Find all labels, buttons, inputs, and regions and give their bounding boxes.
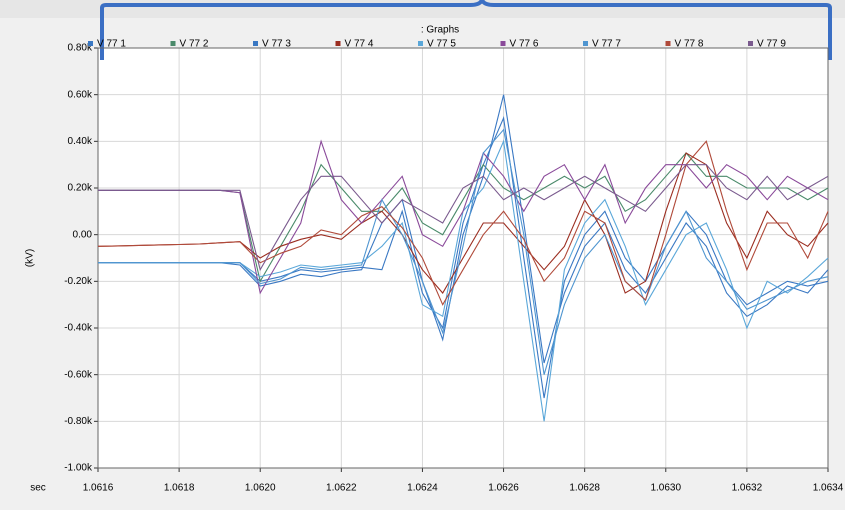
series-line bbox=[98, 128, 829, 375]
legend-label: V 77 7 bbox=[592, 39, 621, 50]
legend-swatch bbox=[500, 41, 506, 46]
chart-title: : Graphs bbox=[421, 25, 459, 36]
x-tick-label: 1.0620 bbox=[245, 483, 276, 494]
legend-swatch bbox=[418, 41, 423, 46]
y-tick-label: -0.40k bbox=[64, 323, 93, 334]
y-axis-label: (kV) bbox=[25, 249, 36, 267]
x-tick-label: 1.0618 bbox=[164, 483, 195, 494]
legend-label: V 77 6 bbox=[510, 39, 539, 50]
y-tick-label: -1.00k bbox=[64, 463, 93, 474]
x-tick-label: 1.0622 bbox=[326, 483, 357, 494]
legend-label: V 77 2 bbox=[180, 39, 209, 50]
x-tick-label: 1.0624 bbox=[407, 483, 438, 494]
legend-label: V 77 8 bbox=[675, 39, 704, 50]
y-tick-label: 0.80k bbox=[68, 43, 93, 54]
x-tick-label: 1.0630 bbox=[650, 483, 681, 494]
series-line bbox=[98, 164, 829, 272]
legend-swatch bbox=[253, 41, 258, 46]
x-tick-label: 1.0626 bbox=[488, 483, 519, 494]
top-bar bbox=[0, 0, 845, 18]
legend-swatch bbox=[748, 41, 753, 46]
legend-swatch bbox=[665, 41, 671, 46]
series-line bbox=[97, 140, 829, 306]
legend-label: V 77 1 bbox=[97, 39, 126, 50]
y-tick-label: -0.20k bbox=[64, 276, 93, 287]
y-tick-label: -0.80k bbox=[64, 416, 93, 427]
legend-swatch bbox=[335, 41, 341, 46]
y-tick-label: -0.60k bbox=[64, 369, 93, 380]
x-tick-label: 1.0628 bbox=[569, 483, 600, 494]
legend-label: V 77 9 bbox=[757, 39, 786, 50]
y-tick-label: 0.20k bbox=[68, 183, 93, 194]
legend-label: V 77 4 bbox=[345, 39, 374, 50]
legend-label: V 77 3 bbox=[262, 39, 291, 50]
legend-swatch bbox=[583, 41, 588, 46]
legend-swatch bbox=[88, 41, 93, 46]
x-tick-label: 1.0632 bbox=[732, 483, 763, 494]
x-tick-label: 1.0616 bbox=[83, 483, 114, 494]
legend-label: V 77 5 bbox=[427, 39, 456, 50]
y-tick-label: 0.60k bbox=[68, 89, 93, 100]
x-tick-label: 1.0634 bbox=[813, 483, 844, 494]
bracket bbox=[100, 0, 832, 60]
y-tick-label: 0.00 bbox=[73, 229, 93, 240]
x-axis-label: sec bbox=[30, 483, 46, 494]
y-tick-label: 0.40k bbox=[68, 136, 93, 147]
legend-swatch bbox=[170, 41, 176, 46]
